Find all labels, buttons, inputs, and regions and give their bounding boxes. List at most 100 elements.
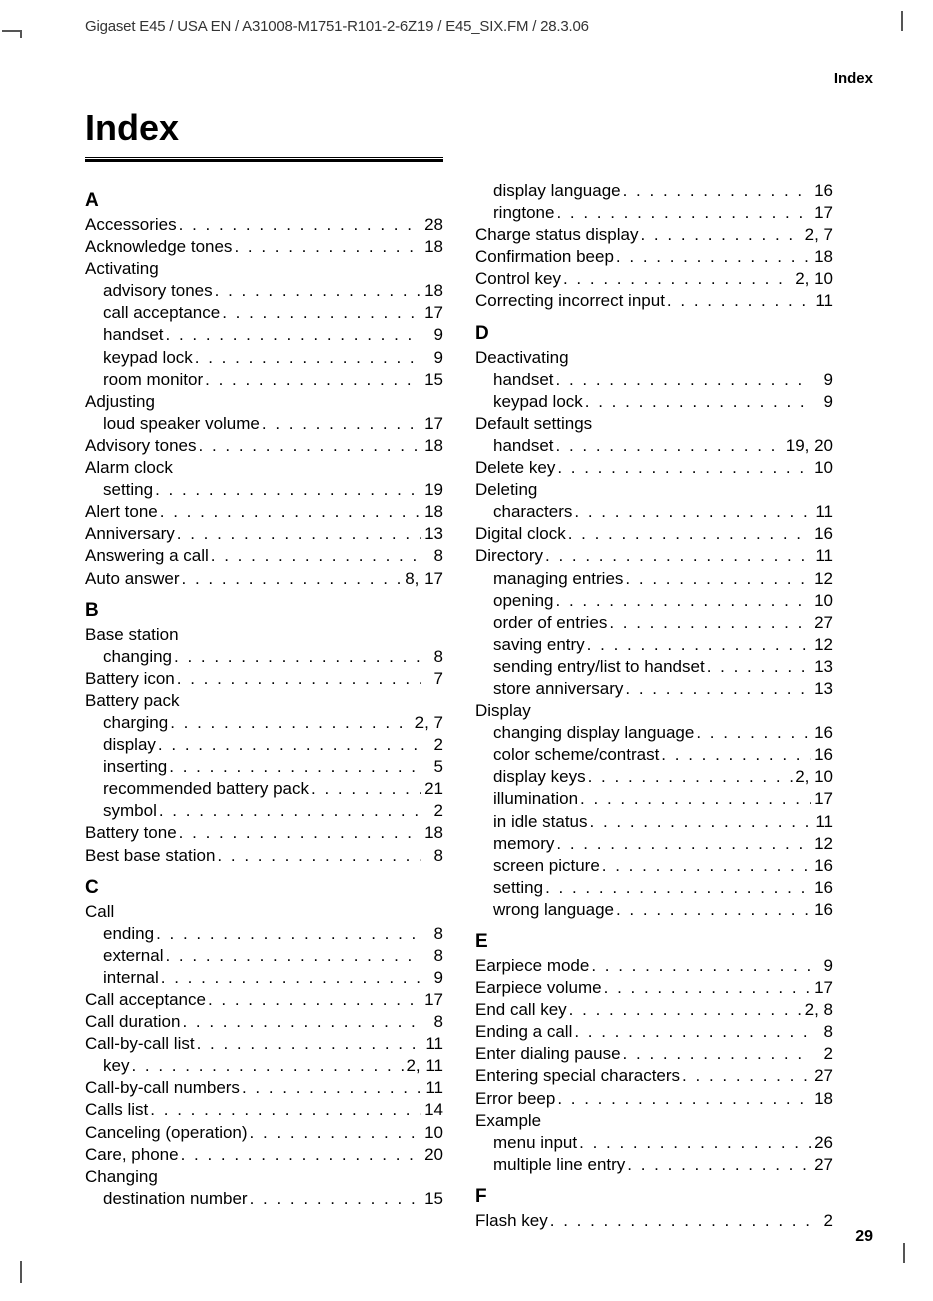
index-entry-pages: 16	[813, 744, 833, 766]
index-entry-label: opening	[493, 590, 554, 612]
index-entry: loud speaker volume17	[85, 413, 443, 435]
index-dots	[696, 722, 811, 744]
index-entry-pages: 19, 20	[786, 435, 833, 457]
index-entry-pages: 2, 11	[406, 1055, 443, 1077]
index-entry-pages: 26	[813, 1132, 833, 1154]
index-entry-pages: 16	[813, 180, 833, 202]
index-entry: changing display language16	[475, 722, 833, 744]
index-entry-pages: 8	[423, 545, 443, 567]
index-entry: memory12	[475, 833, 833, 855]
index-dots	[545, 545, 811, 567]
index-entry-pages: 18	[423, 822, 443, 844]
index-entry-pages: 17	[423, 302, 443, 324]
index-entry-label: handset	[493, 435, 554, 457]
index-entry-label: Answering a call	[85, 545, 209, 567]
index-entry: Acknowledge tones18	[85, 236, 443, 258]
index-entry-label: display	[103, 734, 156, 756]
index-entry-pages: 12	[813, 833, 833, 855]
index-entry: Call duration8	[85, 1011, 443, 1033]
index-entry-label: handset	[103, 324, 164, 346]
doc-header: Gigaset E45 / USA EN / A31008-M1751-R101…	[85, 18, 873, 35]
index-entry-label: in idle status	[493, 811, 588, 833]
index-entry-pages: 2	[423, 800, 443, 822]
index-entry: opening10	[475, 590, 833, 612]
index-dots	[661, 744, 811, 766]
index-entry: Confirmation beep18	[475, 246, 833, 268]
index-entry: Call-by-call list11	[85, 1033, 443, 1055]
index-entry: illumination17	[475, 788, 833, 810]
index-entry-label: charging	[103, 712, 168, 734]
index-group: Default settings	[475, 413, 833, 435]
index-group: Base station	[85, 624, 443, 646]
index-dots	[155, 479, 421, 501]
section-letter: F	[475, 1186, 833, 1208]
index-entry: keypad lock9	[475, 391, 833, 413]
index-entry-label: store anniversary	[493, 678, 623, 700]
index-dots	[563, 268, 793, 290]
index-entry-pages: 27	[813, 1154, 833, 1176]
crop-mark	[20, 1261, 22, 1283]
index-dots	[177, 523, 421, 545]
index-entry: Control key2, 10	[475, 268, 833, 290]
index-entry-pages: 10	[813, 457, 833, 479]
index-dots	[557, 1088, 811, 1110]
index-entry-pages: 11	[423, 1033, 443, 1055]
index-entry-label: setting	[493, 877, 543, 899]
index-dots	[625, 568, 811, 590]
index-dots	[182, 568, 404, 590]
index-entry: Best base station8	[85, 845, 443, 867]
index-entry-label: Delete key	[475, 457, 555, 479]
index-entry-label: color scheme/contrast	[493, 744, 659, 766]
index-dots	[179, 822, 421, 844]
index-entry-label: saving entry	[493, 634, 585, 656]
index-dots	[616, 246, 811, 268]
index-entry: display language16	[475, 180, 833, 202]
crop-mark	[903, 1243, 905, 1263]
index-dots	[574, 1021, 811, 1043]
index-entry: handset9	[85, 324, 443, 346]
index-entry: recommended battery pack21	[85, 778, 443, 800]
index-dots	[250, 1122, 421, 1144]
index-dots	[161, 967, 421, 989]
index-entry: keypad lock9	[85, 347, 443, 369]
index-entry-label: Ending a call	[475, 1021, 572, 1043]
index-dots	[556, 369, 812, 391]
index-group: Alarm clock	[85, 457, 443, 479]
index-entry-pages: 16	[813, 855, 833, 877]
index-dots	[170, 712, 412, 734]
index-dots	[150, 1099, 421, 1121]
index-entry-pages: 2	[813, 1043, 833, 1065]
index-entry-label: destination number	[103, 1188, 248, 1210]
index-entry: Accessories28	[85, 214, 443, 236]
index-group: Deleting	[475, 479, 833, 501]
index-entry-pages: 11	[813, 545, 833, 567]
index-entry: display keys2, 10	[475, 766, 833, 788]
index-entry-pages: 18	[813, 1088, 833, 1110]
index-entry: ringtone17	[475, 202, 833, 224]
index-entry: Earpiece mode 9	[475, 955, 833, 977]
index-entry: advisory tones18	[85, 280, 443, 302]
index-entry: Anniversary13	[85, 523, 443, 545]
index-dots	[602, 855, 811, 877]
index-entry-pages: 27	[813, 612, 833, 634]
index-entry-label: Accessories	[85, 214, 177, 236]
index-entry-label: keypad lock	[103, 347, 193, 369]
index-dots	[568, 523, 811, 545]
index-group: Changing	[85, 1166, 443, 1188]
index-entry-label: symbol	[103, 800, 157, 822]
index-entry: destination number15	[85, 1188, 443, 1210]
index-dots	[707, 656, 811, 678]
index-dots	[182, 1011, 421, 1033]
index-col2: display language16ringtone17Charge statu…	[475, 180, 833, 1232]
index-entry-label: Earpiece mode	[475, 955, 589, 977]
index-entry-label: inserting	[103, 756, 167, 778]
index-dots	[250, 1188, 421, 1210]
index-dots	[165, 945, 421, 967]
index-underline	[85, 157, 443, 162]
index-entry-pages: 18	[423, 280, 443, 302]
index-entry: symbol 2	[85, 800, 443, 822]
index-entry: Delete key 10	[475, 457, 833, 479]
index-dots	[627, 1154, 811, 1176]
index-entry-pages: 9	[813, 955, 833, 977]
index-entry-label: Confirmation beep	[475, 246, 614, 268]
